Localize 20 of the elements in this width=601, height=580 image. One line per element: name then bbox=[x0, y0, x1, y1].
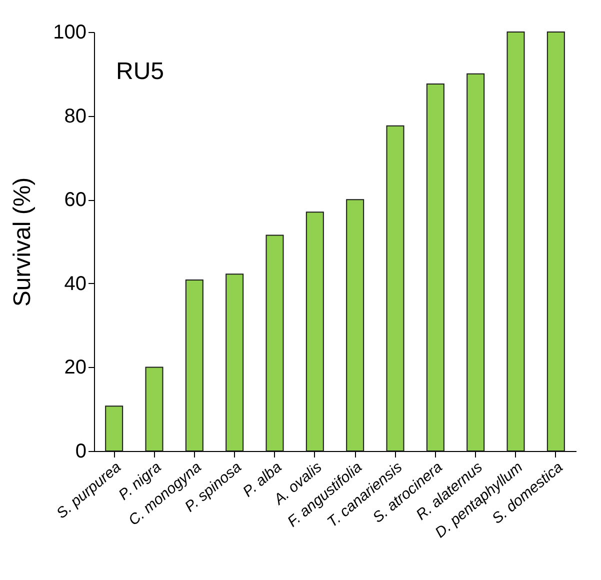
bar bbox=[105, 406, 124, 452]
bar bbox=[185, 280, 204, 452]
y-tick-label: 100 bbox=[53, 22, 86, 44]
bar bbox=[466, 73, 485, 452]
bar bbox=[266, 234, 284, 452]
y-axis-title: Survival (%) bbox=[9, 177, 36, 307]
bar bbox=[426, 83, 444, 452]
bar bbox=[386, 125, 404, 452]
y-tick-label: 0 bbox=[75, 440, 86, 462]
y-tick-label: 20 bbox=[64, 356, 86, 379]
y-tick-label: 60 bbox=[64, 189, 86, 212]
annotation: RU5 bbox=[116, 58, 164, 85]
bar bbox=[226, 274, 244, 452]
bar bbox=[546, 32, 565, 452]
y-tick-label: 40 bbox=[64, 272, 86, 295]
bar bbox=[506, 32, 525, 452]
y-tick-label: 80 bbox=[64, 105, 86, 128]
bar bbox=[306, 212, 324, 452]
bar bbox=[346, 199, 364, 452]
bar bbox=[145, 366, 164, 452]
